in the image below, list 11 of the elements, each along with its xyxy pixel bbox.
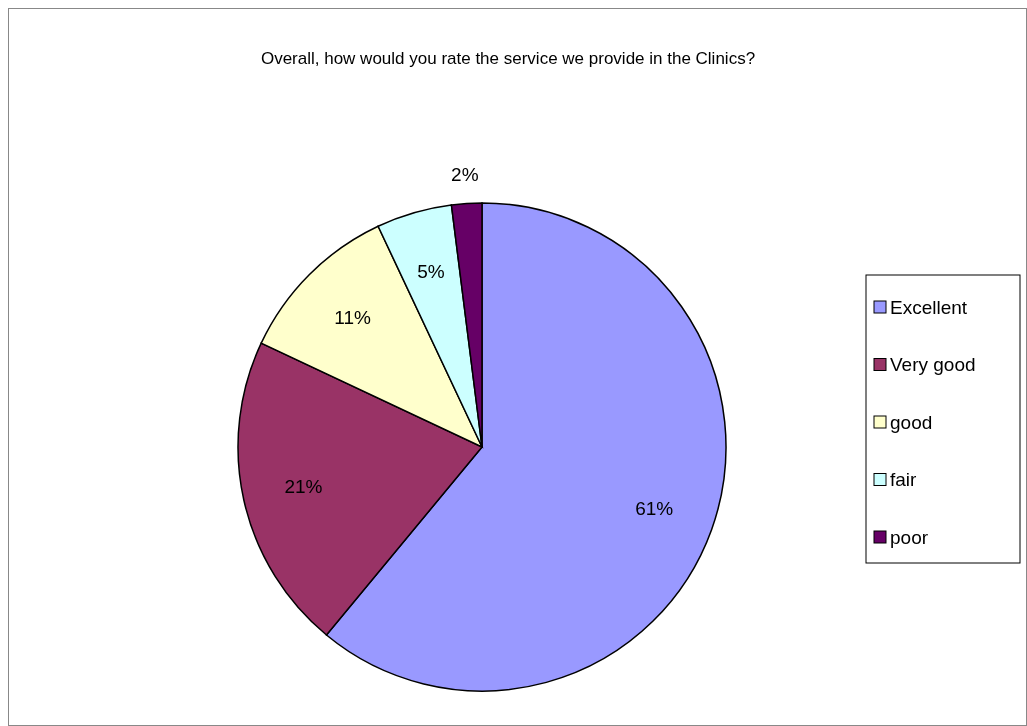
legend-label: good	[890, 411, 933, 433]
legend-label: Excellent	[890, 296, 968, 318]
legend-label: poor	[890, 526, 929, 548]
legend-label: fair	[890, 469, 918, 490]
data-label: 11%	[334, 307, 372, 329]
legend-label: Very good	[890, 354, 976, 375]
chart-title: Overall, how would you rate the service we provide in the Clinics?	[260, 49, 756, 68]
data-label: 2%	[451, 163, 479, 185]
data-label: 61%	[635, 498, 674, 520]
data-label: 21%	[284, 476, 323, 498]
data-label: 5%	[417, 260, 445, 282]
